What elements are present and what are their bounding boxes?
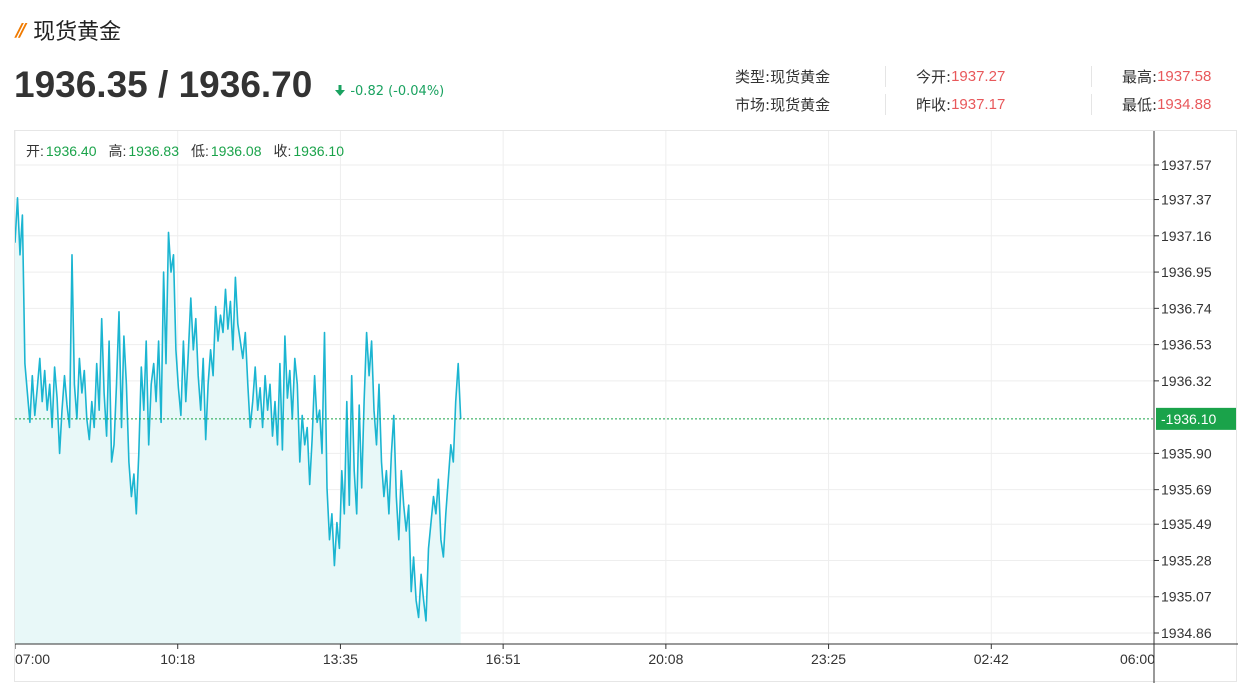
y-tick-label: 1937.16: [1161, 228, 1212, 244]
double-slash-icon: //: [16, 19, 26, 41]
page-title: 现货黄金: [33, 20, 122, 45]
info-row-2: 市场: 现货黄金 昨收: 1937.17 最低: 1934.88: [735, 90, 1237, 118]
ohlc-close-label: 收:: [274, 143, 292, 159]
y-tick-label: 1936.74: [1161, 300, 1212, 316]
prev-close-label: 昨收:: [916, 95, 952, 114]
title-row: // 现货黄金: [16, 14, 121, 46]
high-label: 最高:: [1122, 67, 1158, 86]
current-price-badge-bg: [1156, 407, 1236, 430]
current-price-label: -1936.10: [1161, 411, 1216, 427]
x-tick-label: 13:35: [323, 651, 358, 667]
market-cell: 市场: 现货黄金: [735, 94, 885, 115]
y-tick-label: 1936.95: [1161, 264, 1212, 280]
bid-ask-price: 1936.35 / 1936.70: [14, 64, 313, 105]
price-line: [15, 197, 462, 622]
x-tick-label: 23:25: [811, 651, 846, 667]
y-ticks: 1937.57 1937.37 1937.16 1936.95 1936.74 1936.…: [1154, 157, 1212, 641]
x-tick-label: 16:51: [486, 651, 521, 667]
x-tick-label: 20:08: [648, 651, 683, 667]
ohlc-text: 开: 1936.40 高: 1936.83 低: 1936.08 收: 1936.10: [26, 143, 344, 159]
y-tick-label: 1935.69: [1161, 482, 1212, 498]
type-value: 现货黄金: [770, 67, 831, 86]
ohlc-high-label: 高:: [109, 143, 127, 159]
prev-close-value: 1937.17: [951, 95, 1006, 113]
ohlc-legend: 开: 1936.40 高: 1936.83 低: 1936.08 收: 1936.10: [26, 143, 344, 159]
type-label: 类型:: [735, 67, 771, 86]
low-cell: 最低: 1934.88: [1091, 93, 1237, 115]
market-value: 现货黄金: [770, 95, 831, 114]
y-tick-label: 1937.37: [1161, 192, 1212, 208]
ohlc-high-value: 1936.83: [128, 143, 179, 159]
quote-info-panel: 类型: 现货黄金 今开: 1937.27 最高: 1937.58 市场: 现货黄…: [735, 62, 1237, 118]
ohlc-close-value: 1936.10: [293, 143, 344, 159]
price-row: 1936.35 / 1936.70 -0.82 (-0.04%): [14, 64, 444, 106]
y-tick-label: 1935.90: [1161, 445, 1212, 461]
x-tick-label: 07:00: [15, 651, 50, 667]
market-label: 市场:: [735, 95, 771, 114]
ohlc-low-value: 1936.08: [211, 143, 262, 159]
chart-container[interactable]: 1937.57 1937.37 1937.16 1936.95 1936.74 1936.…: [14, 130, 1238, 683]
info-row-1: 类型: 现货黄金 今开: 1937.27 最高: 1937.58: [735, 62, 1237, 90]
current-price-badge: -1936.10: [1156, 407, 1236, 430]
x-ticks: 07:00 10:18 13:35 16:51 20:08 23:25 02:42 06:00: [15, 644, 1155, 667]
price-chart[interactable]: 1937.57 1937.37 1937.16 1936.95 1936.74 1936.…: [15, 131, 1238, 683]
x-tick-label: 06:00: [1120, 651, 1155, 667]
y-tick-label: 1936.53: [1161, 337, 1212, 353]
down-arrow-icon: [335, 85, 346, 96]
price-change: -0.82 (-0.04%): [334, 84, 444, 99]
price-area: [15, 197, 461, 645]
y-tick-label: 1935.07: [1161, 589, 1212, 605]
open-cell: 今开: 1937.27: [885, 65, 1091, 87]
change-value: -0.82 (-0.04%): [350, 83, 445, 99]
y-tick-label: 1936.32: [1161, 373, 1212, 389]
ohlc-open-label: 开:: [26, 143, 44, 159]
x-tick-label: 02:42: [974, 651, 1009, 667]
high-cell: 最高: 1937.58: [1091, 65, 1237, 87]
ohlc-low-label: 低:: [191, 143, 209, 159]
prev-close-cell: 昨收: 1937.17: [885, 93, 1091, 115]
open-value: 1937.27: [951, 67, 1006, 85]
type-cell: 类型: 现货黄金: [735, 66, 885, 87]
ohlc-open-value: 1936.40: [46, 143, 97, 159]
y-tick-label: 1935.28: [1161, 552, 1212, 568]
y-tick-label: 1934.86: [1161, 625, 1212, 641]
y-tick-label: 1937.57: [1161, 157, 1212, 173]
x-tick-label: 10:18: [160, 651, 195, 667]
high-value: 1937.58: [1157, 67, 1212, 85]
y-tick-label: 1935.49: [1161, 516, 1212, 532]
low-label: 最低:: [1122, 95, 1158, 114]
open-label: 今开:: [916, 67, 952, 86]
low-value: 1934.88: [1157, 95, 1212, 113]
